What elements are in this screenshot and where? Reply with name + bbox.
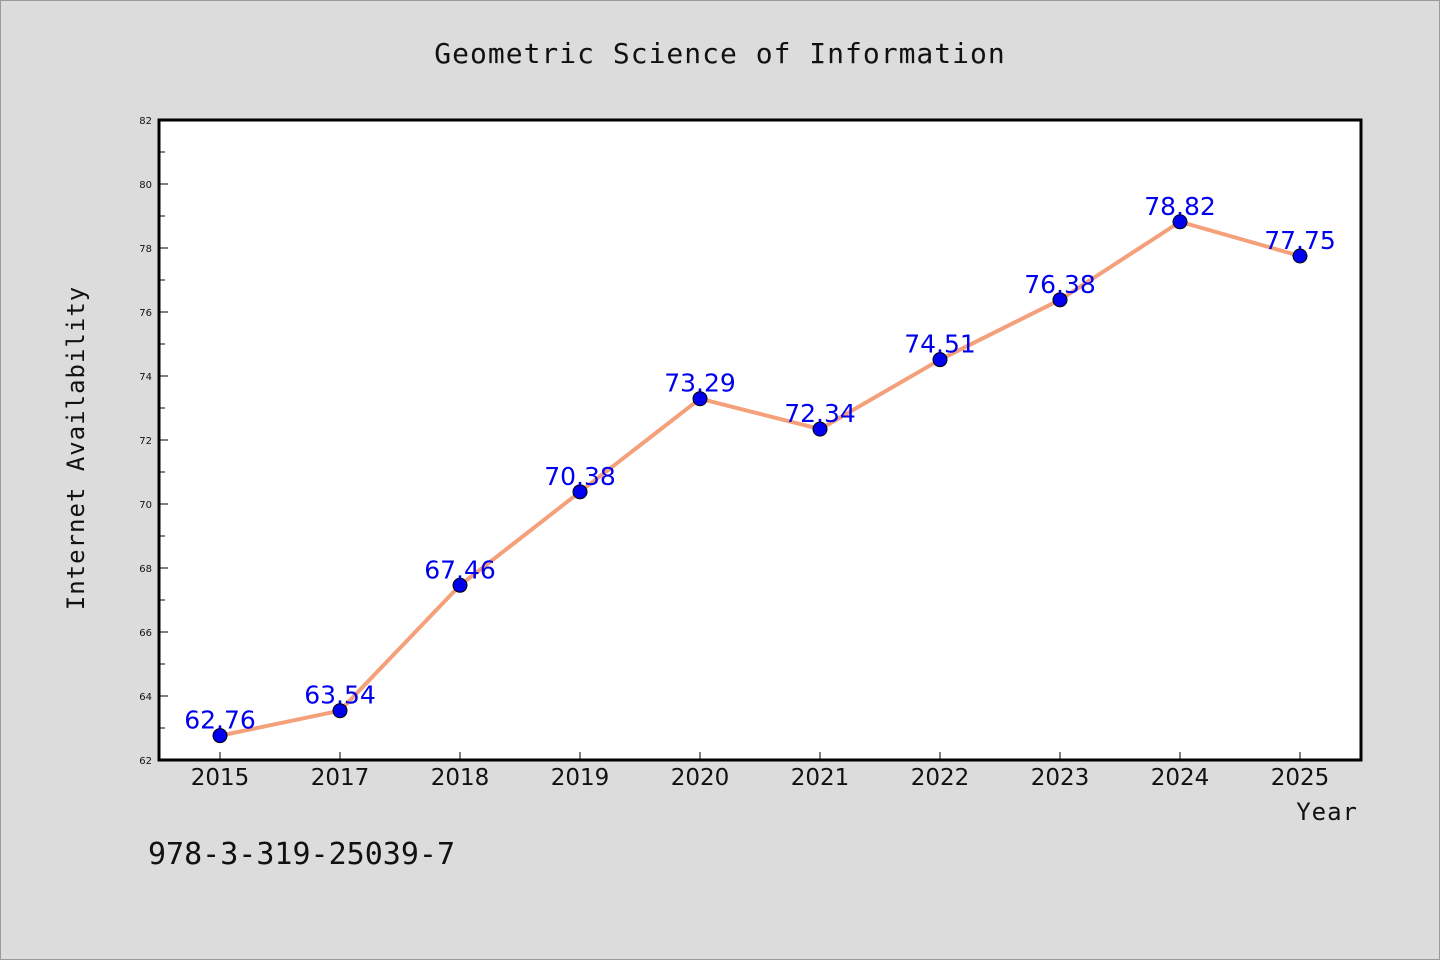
data-label: 77.75 — [1264, 226, 1336, 255]
x-tick-label: 2021 — [791, 765, 850, 791]
x-tick-label: 2020 — [671, 765, 730, 791]
data-point — [1172, 214, 1188, 230]
series-line — [218, 219, 1302, 738]
y-tick-label: 78 — [139, 244, 152, 255]
y-tick-label: 72 — [139, 436, 152, 447]
chart-title: Geometric Science of Information — [434, 37, 1005, 70]
y-axis: 62 64 66 68 70 72 74 76 78 80 82 — [139, 116, 168, 767]
x-axis: 2015 2017 2018 2019 2020 2021 2022 2023 2024 2025 — [191, 752, 1330, 791]
y-tick-label: 82 — [139, 116, 152, 127]
data-label: 78.82 — [1144, 192, 1216, 221]
data-label: 63.54 — [304, 681, 376, 710]
x-tick-label: 2023 — [1031, 765, 1090, 791]
x-tick-label: 2015 — [191, 765, 250, 791]
data-label: 67.46 — [424, 555, 496, 584]
y-tick-label: 70 — [139, 500, 152, 511]
y-tick-label: 74 — [139, 372, 152, 383]
data-label: 62.76 — [184, 706, 256, 735]
data-point — [332, 703, 348, 719]
data-point — [932, 352, 948, 368]
y-tick-label: 76 — [139, 308, 152, 319]
y-tick-label: 80 — [139, 180, 152, 191]
x-axis-label: Year — [1296, 798, 1358, 826]
data-label: 72.34 — [784, 399, 856, 428]
y-tick-label: 66 — [139, 628, 152, 639]
data-point — [1052, 292, 1068, 308]
data-label: 76.38 — [1024, 270, 1096, 299]
data-point — [452, 577, 468, 593]
x-tick-label: 2017 — [311, 765, 370, 791]
data-label: 74.51 — [904, 330, 976, 359]
plot-area — [157, 118, 1363, 762]
y-axis-label: Internet Availability — [62, 286, 90, 610]
data-label: 73.29 — [664, 369, 736, 398]
x-tick-label: 2019 — [551, 765, 610, 791]
x-tick-label: 2025 — [1271, 765, 1330, 791]
x-tick-label: 2024 — [1151, 765, 1210, 791]
y-tick-label: 64 — [139, 692, 152, 703]
x-tick-label: 2018 — [431, 765, 490, 791]
data-point — [212, 728, 228, 744]
x-tick-label: 2022 — [911, 765, 970, 791]
data-point — [692, 391, 708, 407]
data-point — [812, 421, 828, 437]
y-tick-label: 62 — [139, 756, 152, 767]
data-point — [572, 484, 588, 500]
y-tick-label: 68 — [139, 564, 152, 575]
data-point — [1292, 248, 1308, 264]
series-group: 62.76 63.54 67.46 70.38 73.29 72.34 74.51 76.38… — [184, 192, 1336, 744]
isbn-footnote: 978-3-319-25039-7 — [148, 837, 455, 872]
data-label: 70.38 — [544, 462, 616, 491]
